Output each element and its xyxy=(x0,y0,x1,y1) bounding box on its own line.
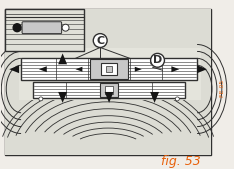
Text: fig. 53: fig. 53 xyxy=(161,155,201,168)
Polygon shape xyxy=(9,65,19,73)
Polygon shape xyxy=(150,53,159,64)
Polygon shape xyxy=(171,66,179,72)
Bar xyxy=(106,66,112,72)
Polygon shape xyxy=(135,67,142,72)
Bar xyxy=(33,82,185,98)
Bar xyxy=(105,86,113,94)
Text: FE 05: FE 05 xyxy=(220,79,225,97)
Bar xyxy=(5,9,211,155)
Bar xyxy=(90,59,128,79)
Polygon shape xyxy=(39,66,47,72)
Bar xyxy=(5,9,84,51)
Circle shape xyxy=(175,97,179,101)
Circle shape xyxy=(13,24,21,32)
Polygon shape xyxy=(105,92,113,103)
Bar xyxy=(100,83,118,97)
Circle shape xyxy=(93,34,107,47)
Circle shape xyxy=(39,97,43,101)
Polygon shape xyxy=(58,53,67,64)
Text: C: C xyxy=(96,35,104,45)
Bar xyxy=(21,58,197,80)
Bar xyxy=(5,9,211,155)
Circle shape xyxy=(151,53,165,67)
FancyBboxPatch shape xyxy=(22,22,62,34)
Polygon shape xyxy=(76,67,82,72)
Circle shape xyxy=(62,24,69,31)
Polygon shape xyxy=(197,65,207,73)
Polygon shape xyxy=(150,92,159,103)
Bar xyxy=(19,49,201,100)
Polygon shape xyxy=(58,92,67,103)
Bar xyxy=(101,63,117,75)
Text: D: D xyxy=(153,55,162,65)
